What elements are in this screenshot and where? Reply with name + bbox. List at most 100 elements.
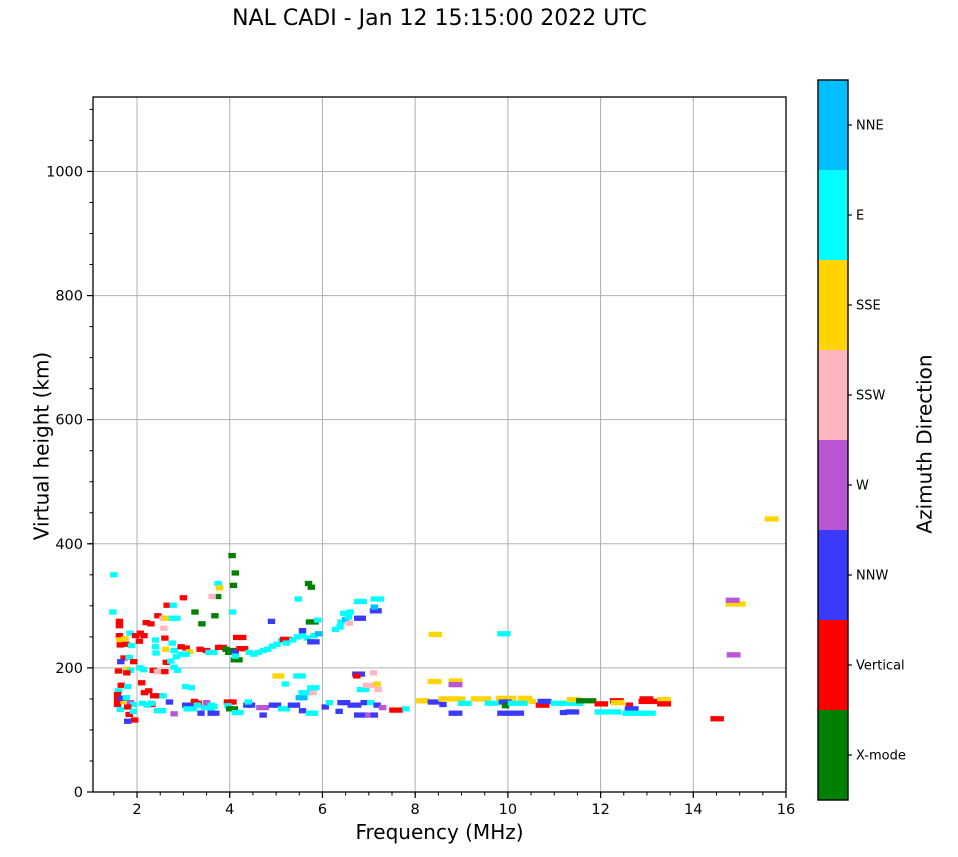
data-point	[282, 640, 291, 646]
data-point	[542, 702, 550, 708]
data-point	[520, 700, 528, 706]
data-point	[764, 516, 773, 522]
data-point	[293, 673, 301, 679]
data-point	[160, 625, 168, 631]
data-point	[161, 668, 169, 675]
data-point	[114, 688, 123, 694]
colorbar-label: Azimuth Direction	[912, 354, 937, 534]
data-point	[267, 618, 276, 624]
data-point	[131, 632, 140, 639]
data-point	[356, 686, 365, 693]
data-point	[202, 700, 211, 706]
data-point	[229, 582, 238, 588]
data-point	[307, 685, 315, 691]
data-point	[210, 703, 218, 710]
data-point	[244, 699, 252, 705]
colorbar-segment-nnw	[818, 530, 848, 620]
data-point	[196, 646, 204, 652]
data-point	[143, 702, 151, 708]
data-point	[657, 701, 665, 707]
data-point	[370, 712, 379, 718]
data-point	[131, 717, 139, 723]
data-point	[292, 702, 301, 708]
data-point	[223, 699, 232, 705]
data-point	[726, 652, 735, 658]
data-point	[639, 696, 647, 702]
data-point	[236, 709, 244, 716]
data-point	[281, 681, 290, 687]
data-point	[503, 710, 512, 716]
data-point	[502, 695, 510, 701]
data-point	[353, 702, 362, 708]
data-point	[177, 644, 185, 650]
data-point	[336, 624, 344, 630]
data-point	[331, 626, 340, 633]
data-point	[294, 596, 303, 602]
data-point	[168, 615, 176, 621]
data-point	[448, 678, 456, 684]
data-point	[268, 702, 277, 708]
data-point	[663, 701, 672, 707]
grid-lines	[93, 97, 787, 792]
data-point	[161, 635, 169, 641]
data-point	[163, 602, 171, 608]
data-point	[369, 608, 378, 614]
data-point	[455, 710, 463, 716]
data-point	[566, 696, 575, 703]
data-point	[571, 709, 580, 715]
x-tick-label: 8	[411, 802, 420, 818]
data-point	[732, 601, 740, 607]
data-point	[594, 701, 602, 707]
data-point	[304, 580, 313, 587]
data-point	[165, 699, 174, 705]
data-point	[368, 682, 377, 688]
data-point	[624, 706, 633, 712]
colorbar-category-label: W	[856, 479, 869, 494]
data-point	[321, 704, 329, 710]
data-point	[617, 700, 625, 706]
data-point	[147, 700, 156, 706]
data-point	[346, 609, 354, 615]
data-point	[236, 646, 244, 652]
data-point	[516, 710, 525, 716]
data-point	[646, 696, 654, 702]
data-point	[140, 690, 149, 696]
data-point	[162, 615, 170, 621]
data-point	[120, 655, 128, 661]
data-point	[130, 701, 138, 708]
data-point	[124, 683, 132, 690]
data-point	[362, 682, 371, 688]
data-point	[483, 696, 492, 702]
data-point	[239, 634, 247, 641]
data-point	[272, 673, 280, 679]
data-point	[123, 670, 131, 676]
data-point	[600, 701, 608, 707]
data-point	[366, 700, 375, 706]
data-point	[170, 664, 178, 670]
data-point	[402, 706, 410, 712]
data-point	[576, 698, 584, 704]
data-point	[151, 644, 160, 650]
data-point	[457, 696, 466, 702]
data-point	[439, 701, 447, 708]
data-point	[256, 704, 264, 711]
data-point	[207, 710, 215, 716]
data-point	[189, 706, 198, 712]
data-point	[427, 678, 436, 685]
data-point	[208, 593, 216, 600]
y-tick-label: 1000	[46, 164, 83, 180]
data-point	[126, 630, 134, 636]
data-point	[113, 696, 122, 703]
data-point	[125, 711, 133, 718]
data-point	[535, 702, 544, 708]
data-point	[448, 682, 456, 688]
data-point	[117, 682, 125, 688]
data-point	[120, 698, 128, 705]
data-point	[369, 670, 378, 676]
data-point	[353, 598, 362, 605]
data-point	[129, 708, 138, 714]
data-point	[142, 619, 151, 626]
colorbar-category-label: SSW	[856, 389, 886, 404]
data-point	[123, 666, 131, 672]
